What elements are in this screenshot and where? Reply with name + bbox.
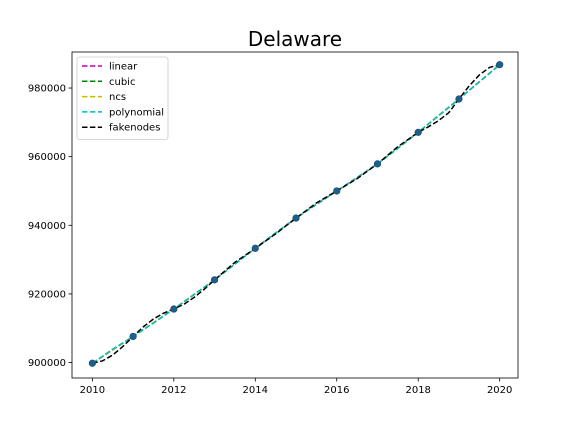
data-point: [292, 214, 300, 222]
data-point: [170, 305, 178, 313]
data-point: [455, 95, 463, 103]
data-point: [496, 61, 504, 69]
legend-label-fakenodes: fakenodes: [109, 123, 160, 134]
data-point: [129, 332, 137, 341]
series-line-fakenodes: [92, 63, 500, 364]
data-point: [210, 276, 219, 284]
legend-label-ncs: ncs: [109, 92, 126, 103]
legend-label-linear: linear: [109, 62, 138, 73]
x-tick-label: 2010: [80, 385, 105, 396]
y-tick-label: 940000: [28, 221, 66, 232]
chart-title: Delaware: [248, 27, 342, 51]
y-tick-label: 960000: [28, 152, 66, 163]
y-tick-label: 900000: [28, 358, 66, 369]
plot-frame: [71, 51, 519, 379]
legend-label-cubic: cubic: [109, 77, 135, 88]
data-point: [251, 244, 259, 252]
y-tick-label: 920000: [28, 289, 66, 300]
data-point: [373, 160, 382, 168]
legend-box: [76, 56, 169, 140]
x-tick-label: 2018: [405, 385, 430, 396]
x-tick-label: 2012: [161, 385, 186, 396]
x-tick-label: 2016: [324, 385, 349, 396]
y-tick-label: 980000: [28, 84, 66, 95]
x-tick-label: 2020: [487, 385, 512, 396]
legend: linear cubic ncs polynomial fakenodes: [76, 56, 169, 140]
x-tick-label: 2014: [243, 385, 268, 396]
data-point: [88, 359, 96, 367]
data-point: [414, 128, 422, 136]
x-axis: 2010 2012 2014 2016 2018 2020: [80, 378, 512, 396]
data-points-layer: [88, 61, 504, 367]
legend-label-polynomial: polynomial: [109, 107, 164, 118]
data-point: [333, 187, 341, 195]
y-axis: 900000 920000 940000 960000 980000: [28, 84, 72, 369]
